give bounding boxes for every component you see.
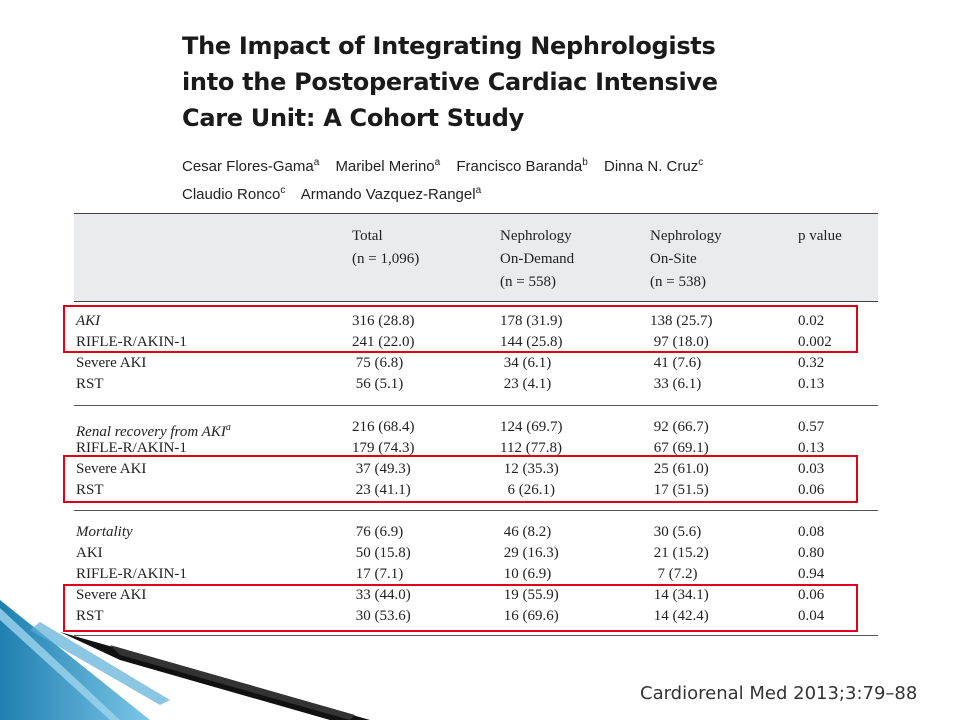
results-table: Total (n = 1,096) Nephrology On-Demand (… [74, 213, 878, 637]
slide-swoosh-decoration [0, 600, 370, 720]
table-row: Renal recovery from AKIa 216 (68.4) 124 … [76, 419, 825, 440]
section-divider [74, 405, 878, 406]
title-line-3: Care Unit: A Cohort Study [182, 104, 524, 132]
header-on-demand: Nephrology On-Demand (n = 558) [500, 228, 575, 290]
table-row: AKI 316 (28.8) 178 (31.9) 138 (25.7) 0.0… [76, 313, 825, 329]
header-p-value: p value [798, 228, 842, 244]
table-row: RIFLE-R/AKIN-1 241 (22.0) 144 (25.8) 97 … [76, 334, 832, 350]
table-row: RST 23 (41.1) 6 (26.1) 17 (51.5) 0.06 [76, 482, 825, 498]
table-row: RIFLE-R/AKIN-1 179 (74.3) 112 (77.8) 67 … [76, 440, 825, 456]
table-row: RIFLE-R/AKIN-1 17 (7.1) 10 (6.9) 7 (7.2)… [76, 566, 825, 582]
table-row: Severe AKI 33 (44.0) 19 (55.9) 14 (34.1)… [76, 587, 825, 603]
table-row: Mortality 76 (6.9) 46 (8.2) 30 (5.6) 0.0… [76, 524, 825, 540]
author-line-2: Claudio Roncoc Armando Vazquez-Rangela [182, 179, 822, 207]
table-bottom-rule [74, 635, 878, 636]
author: Maribel Merinoa [335, 157, 441, 175]
citation: Cardiorenal Med 2013;3:79–88 [640, 683, 918, 704]
header-total: Total (n = 1,096) [352, 228, 420, 267]
title-line-1: The Impact of Integrating Nephrologists [182, 32, 716, 60]
author-list: Cesar Flores-Gamaa Maribel Merinoa Franc… [182, 151, 822, 207]
section-divider [74, 510, 878, 511]
author: Claudio Roncoc [182, 185, 286, 203]
author: Francisco Barandab [456, 157, 588, 175]
highlight-box-mortality [63, 584, 858, 632]
table-row: RST 30 (53.6) 16 (69.6) 14 (42.4) 0.04 [76, 608, 825, 624]
paper-title: The Impact of Integrating Nephrologists … [182, 28, 822, 136]
table-row: Severe AKI 37 (49.3) 12 (35.3) 25 (61.0)… [76, 461, 825, 477]
title-line-2: into the Postoperative Cardiac Intensive [182, 68, 718, 96]
highlight-box-recovery [63, 455, 858, 503]
author-line-1: Cesar Flores-Gamaa Maribel Merinoa Franc… [182, 151, 822, 179]
table-row: Severe AKI 75 (6.8) 34 (6.1) 41 (7.6) 0.… [76, 355, 825, 371]
highlight-box-aki [63, 305, 858, 353]
author: Cesar Flores-Gamaa [182, 157, 320, 175]
table-row: RST 56 (5.1) 23 (4.1) 33 (6.1) 0.13 [76, 376, 825, 392]
author: Dinna N. Cruzc [604, 157, 704, 175]
table-row: AKI 50 (15.8) 29 (16.3) 21 (15.2) 0.80 [76, 545, 825, 561]
header-on-site: Nephrology On-Site (n = 538) [650, 228, 722, 290]
author: Armando Vazquez-Rangela [300, 185, 482, 203]
table-header: Total (n = 1,096) Nephrology On-Demand (… [74, 213, 878, 302]
